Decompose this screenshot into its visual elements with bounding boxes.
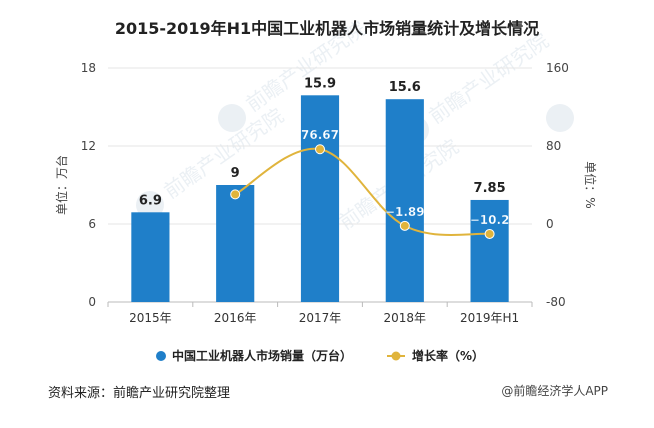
- growth-value-label: −10.2: [470, 213, 510, 227]
- right-tick-label: 160: [546, 61, 569, 75]
- bar: [216, 185, 255, 302]
- bar-value-label: 7.85: [474, 181, 506, 196]
- growth-value-label: −1.89: [385, 205, 425, 219]
- left-axis-ticks: 0 6 12 18: [81, 61, 96, 309]
- growth-point: [399, 220, 410, 231]
- x-tick-label: 2015年: [129, 311, 172, 325]
- left-tick-label: 0: [88, 295, 96, 309]
- brand-mark: @前瞻经济学人APP: [501, 384, 608, 398]
- bar: [470, 199, 509, 302]
- right-axis-ticks: -80 0 80 160: [546, 61, 569, 309]
- legend: 中国工业机器人市场销量（万台） 增长率（%）: [156, 348, 484, 363]
- legend-item-bar: 中国工业机器人市场销量（万台）: [156, 348, 352, 363]
- left-tick-label: 12: [81, 139, 96, 153]
- x-tick-label: 2017年: [299, 311, 342, 325]
- right-tick-label: 80: [546, 139, 561, 153]
- right-tick-label: 0: [546, 217, 554, 231]
- bar-value-label: 9: [231, 166, 240, 181]
- left-tick-label: 6: [88, 217, 96, 231]
- watermark-text: 前瞻产业研究院: [425, 28, 553, 128]
- x-tick-label: 2016年: [214, 311, 257, 325]
- growth-line: [234, 147, 490, 237]
- legend-line-swatch-dot: [391, 351, 401, 361]
- legend-bar-label: 中国工业机器人市场销量（万台）: [172, 348, 352, 363]
- growth-value-label: 76.67: [301, 128, 339, 142]
- bar-value-label: 15.6: [389, 80, 421, 95]
- growth-point: [315, 144, 325, 155]
- left-tick-label: 18: [81, 61, 96, 75]
- growth-point: [230, 189, 241, 200]
- data-labels: 6.9 9 15.9 15.6 7.85 76.67 −1.89 −10.2: [139, 76, 510, 227]
- legend-line-label: 增长率（%）: [412, 348, 484, 363]
- chart-title: 2015-2019年H1中国工业机器人市场销量统计及增长情况: [115, 19, 539, 38]
- bar-value-label: 15.9: [304, 76, 336, 91]
- bar-value-label: 6.9: [139, 193, 162, 208]
- bar: [385, 99, 424, 302]
- left-axis-label: 单位：万台: [54, 155, 69, 215]
- x-tick-label: 2019年H1: [460, 311, 519, 325]
- line-series: [230, 144, 495, 239]
- right-axis-label: 单位：%: [583, 161, 598, 208]
- watermark-logo: [546, 104, 574, 132]
- legend-item-line: 增长率（%）: [387, 348, 484, 363]
- right-tick-label: -80: [546, 295, 566, 309]
- x-tick-label: 2018年: [384, 311, 427, 325]
- bar: [131, 212, 170, 302]
- legend-bar-swatch: [156, 351, 166, 361]
- watermark: 前瞻产业研究院 前瞻产业研究院 前瞻产业研究院 前瞻产业研究院: [136, 16, 574, 250]
- bar: [300, 95, 340, 302]
- bar-series: [131, 95, 509, 302]
- x-axis: 2015年 2016年 2017年 2018年 2019年H1: [107, 301, 533, 325]
- source-note: 资料来源：前瞻产业研究院整理: [48, 386, 231, 401]
- growth-point: [484, 228, 495, 239]
- footer: 资料来源：前瞻产业研究院整理 @前瞻经济学人APP: [48, 382, 608, 402]
